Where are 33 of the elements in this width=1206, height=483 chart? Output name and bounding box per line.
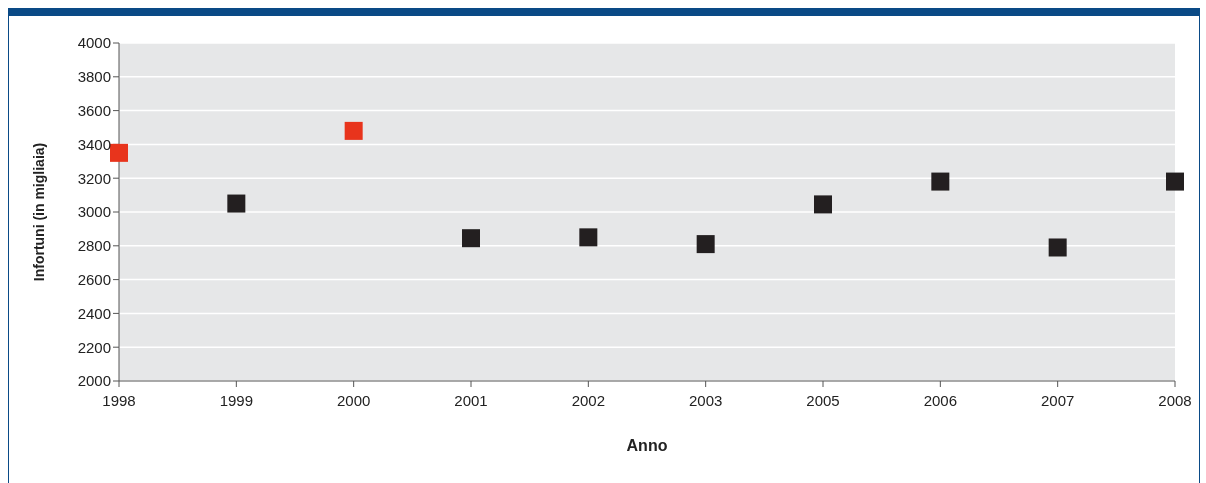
point — [579, 228, 598, 247]
y-tick-label: 3600 — [77, 101, 111, 119]
point — [1166, 172, 1184, 191]
x-tick-label: 2003 — [688, 391, 723, 409]
x-tick-label: 1998 — [102, 391, 136, 409]
y-tick-label: 3000 — [77, 203, 111, 221]
x-tick-label: 2005 — [806, 391, 840, 409]
x-tick-label: 2008 — [1158, 391, 1192, 409]
y-tick-label: 2600 — [77, 270, 111, 288]
x-tick-label: 2000 — [336, 391, 371, 409]
x-axis-title: Anno — [626, 437, 668, 454]
x-tick-label: 1999 — [219, 391, 254, 409]
point — [931, 172, 950, 191]
x-tick-label: 2002 — [571, 391, 606, 409]
point — [227, 194, 246, 213]
y-axis-title: Infortuni (in migliaia) — [30, 142, 47, 282]
y-tick-label: 3200 — [77, 169, 111, 187]
point — [462, 229, 480, 248]
point — [696, 235, 715, 254]
point — [814, 195, 832, 214]
y-tick-label: 2400 — [77, 304, 111, 322]
x-tick-label: 2006 — [923, 391, 958, 409]
y-tick-label: 3800 — [77, 68, 111, 86]
y-tick-label: 3400 — [77, 135, 111, 153]
y-tick-label: 2200 — [77, 338, 111, 356]
point — [344, 121, 363, 140]
point — [110, 143, 128, 162]
y-tick-label: 4000 — [77, 34, 111, 52]
y-tick-label: 2800 — [77, 237, 111, 255]
point — [1048, 238, 1067, 257]
y-tick-label: 2000 — [77, 372, 111, 390]
x-tick-label: 2007 — [1040, 391, 1075, 409]
x-tick-label: 2001 — [454, 391, 488, 409]
